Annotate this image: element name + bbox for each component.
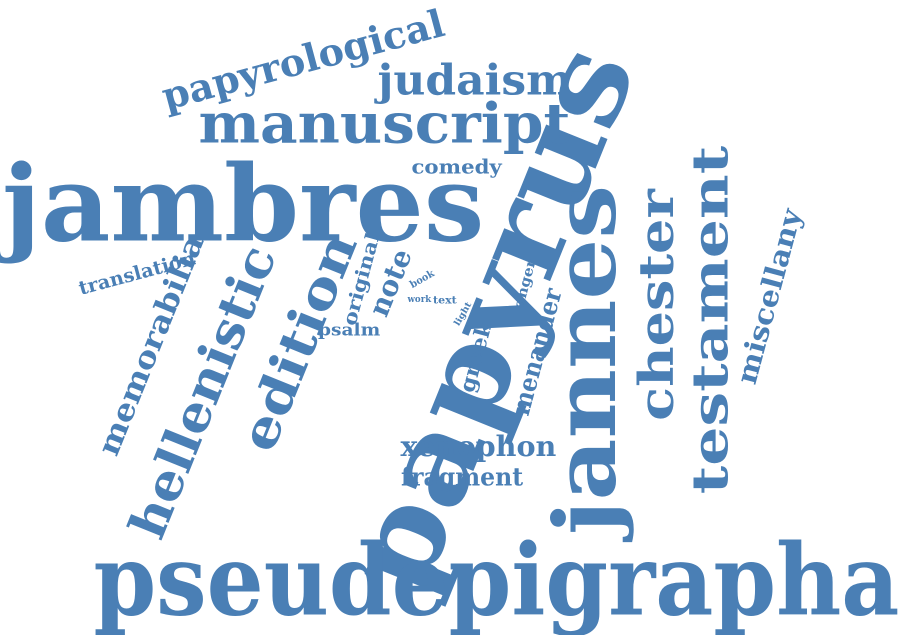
word-jannes: jannes [535,184,636,536]
word-work: work [406,294,431,305]
word-fragment: fragment [401,462,524,492]
word-text: text [433,294,457,306]
word-pseudepigrapha: pseudepigrapha [92,522,899,635]
word-judaism: judaism [377,55,573,105]
word-miscellany: miscellany [729,204,808,388]
word-psalm: psalm [317,320,381,341]
word-jambres: jambres [1,141,485,266]
word-xenophon: xenophon [399,430,556,463]
word-testament: testament [679,145,739,495]
word-comedy: comedy [410,154,502,178]
word-manuscript: manuscript [197,91,570,156]
word-chester: chester [628,189,685,421]
